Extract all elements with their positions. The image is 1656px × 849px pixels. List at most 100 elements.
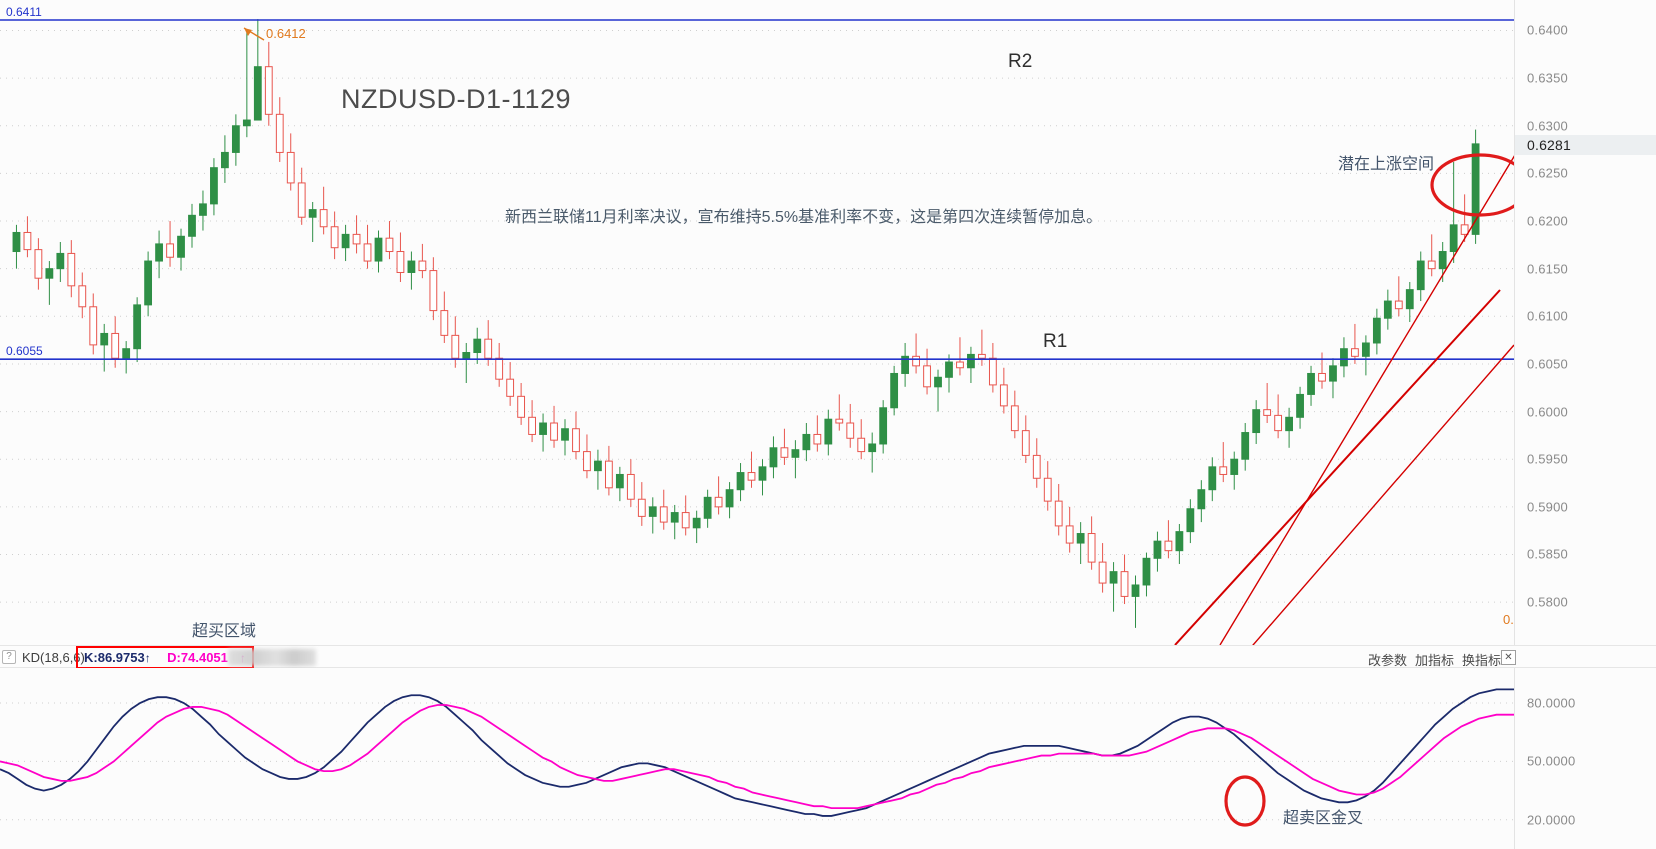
- candlestick: [275, 97, 284, 162]
- candlestick: [1329, 358, 1337, 399]
- candlestick: [297, 167, 306, 225]
- candlestick: [835, 394, 844, 431]
- trend-channel-line-lower: [1252, 344, 1514, 645]
- candlestick: [1296, 386, 1304, 429]
- candlestick: [1076, 522, 1085, 565]
- swing-high-arrow-head: [244, 28, 252, 36]
- price-chart-svg: [0, 19, 1514, 645]
- price-chart-pane[interactable]: NZDUSD-D1-1129 新西兰联储11月利率决议，宣布维持5.5%基准利率…: [0, 0, 1514, 645]
- resistance-label-r1: R1: [1043, 331, 1068, 352]
- candlestick: [857, 419, 866, 460]
- candlestick: [144, 251, 153, 317]
- candlestick: [45, 261, 54, 305]
- overbought-annotation: 超买区域: [192, 623, 257, 640]
- candlestick: [1383, 289, 1392, 330]
- kd-k-value: K:86.9753: [84, 650, 145, 665]
- candlestick: [352, 215, 361, 254]
- candlestick: [791, 440, 800, 479]
- chart-title: NZDUSD-D1-1129: [341, 84, 572, 114]
- level-label-low: 0.6055: [6, 344, 43, 358]
- candlestick: [1427, 234, 1436, 277]
- candlestick: [308, 201, 317, 242]
- candlestick: [978, 329, 986, 366]
- candlestick: [923, 348, 931, 395]
- candlestick: [23, 216, 32, 258]
- candlestick: [1252, 400, 1261, 444]
- candlestick: [626, 459, 635, 507]
- candlestick: [725, 482, 734, 519]
- candlestick: [769, 436, 778, 479]
- candlestick: [528, 400, 536, 443]
- price-axis-tick: 0.6400: [1527, 22, 1568, 38]
- candlestick: [1043, 461, 1052, 511]
- price-axis-tick: 0.6000: [1527, 404, 1568, 420]
- candlestick: [615, 466, 624, 502]
- candlestick: [550, 405, 558, 448]
- candlestick: [429, 257, 438, 321]
- candlestick: [670, 504, 679, 540]
- candlestick: [1307, 365, 1315, 406]
- candlestick: [155, 230, 163, 279]
- candlestick: [341, 224, 350, 262]
- candlestick: [418, 243, 427, 279]
- kd-axis: 80.0000 50.0000 20.0000: [1514, 668, 1656, 849]
- candlestick: [1164, 520, 1173, 559]
- candlestick: [703, 489, 712, 528]
- candlestick: [100, 323, 109, 372]
- kd-axis-tick: 80.0000: [1527, 695, 1576, 711]
- candlestick: [264, 41, 273, 126]
- candlestick: [572, 411, 580, 460]
- kd-axis-tick: 50.0000: [1527, 753, 1576, 769]
- help-icon[interactable]: ?: [2, 650, 16, 664]
- price-axis-tick: 0.6200: [1527, 213, 1568, 229]
- candlestick: [56, 241, 65, 283]
- candlestick: [210, 158, 218, 216]
- candlestick: [583, 434, 591, 479]
- candlestick: [319, 186, 328, 235]
- candlestick: [484, 320, 493, 366]
- kd-axis-tick: 20.0000: [1527, 812, 1576, 828]
- candlestick: [1175, 524, 1184, 565]
- candlestick: [1449, 161, 1458, 263]
- golden-cross-circle: [1224, 775, 1266, 827]
- candlestick: [736, 463, 745, 502]
- candlestick: [934, 369, 942, 412]
- change-params-button[interactable]: 改参数: [1368, 653, 1408, 668]
- close-icon[interactable]: ✕: [1501, 650, 1516, 665]
- candlestick: [1274, 394, 1283, 439]
- candlestick: [1416, 251, 1425, 302]
- indicator-toolbar[interactable]: ? KD(18,6,6) K:86.9753↑ D:74.4051↑ 改参数 加…: [0, 645, 1656, 669]
- price-axis-tick: 0.6300: [1527, 118, 1568, 134]
- kd-chart-svg: [0, 688, 1514, 827]
- candlestick: [451, 316, 460, 368]
- price-axis-tick: 0.5850: [1527, 546, 1568, 562]
- candlestick: [122, 341, 131, 374]
- candlestick: [506, 362, 515, 406]
- candlestick: [1032, 438, 1041, 488]
- candlestick: [846, 403, 855, 448]
- candlestick: [199, 190, 207, 231]
- candlestick: [1241, 423, 1250, 471]
- candlestick: [89, 293, 98, 355]
- candlestick: [681, 495, 690, 536]
- candlestick: [561, 419, 569, 456]
- candlestick: [1318, 352, 1326, 389]
- candlestick: [1120, 554, 1129, 605]
- candlestick: [1021, 415, 1030, 464]
- switch-indicator-button[interactable]: 换指标: [1462, 653, 1502, 668]
- candlestick: [374, 230, 383, 273]
- kd-indicator-pane[interactable]: [0, 668, 1514, 849]
- level-label-high: 0.6411: [6, 5, 42, 19]
- candlestick: [956, 337, 964, 376]
- add-indicator-button[interactable]: 加指标: [1415, 653, 1455, 668]
- candlestick: [462, 342, 471, 383]
- golden-cross-annotation: 超卖区金叉: [1283, 810, 1364, 827]
- candlestick: [1394, 276, 1403, 317]
- candlestick: [1054, 483, 1063, 536]
- candlestick: [1153, 531, 1162, 572]
- candlestick: [1340, 337, 1348, 378]
- candlestick: [396, 232, 405, 283]
- candlestick: [879, 400, 888, 454]
- candlestick: [407, 251, 416, 290]
